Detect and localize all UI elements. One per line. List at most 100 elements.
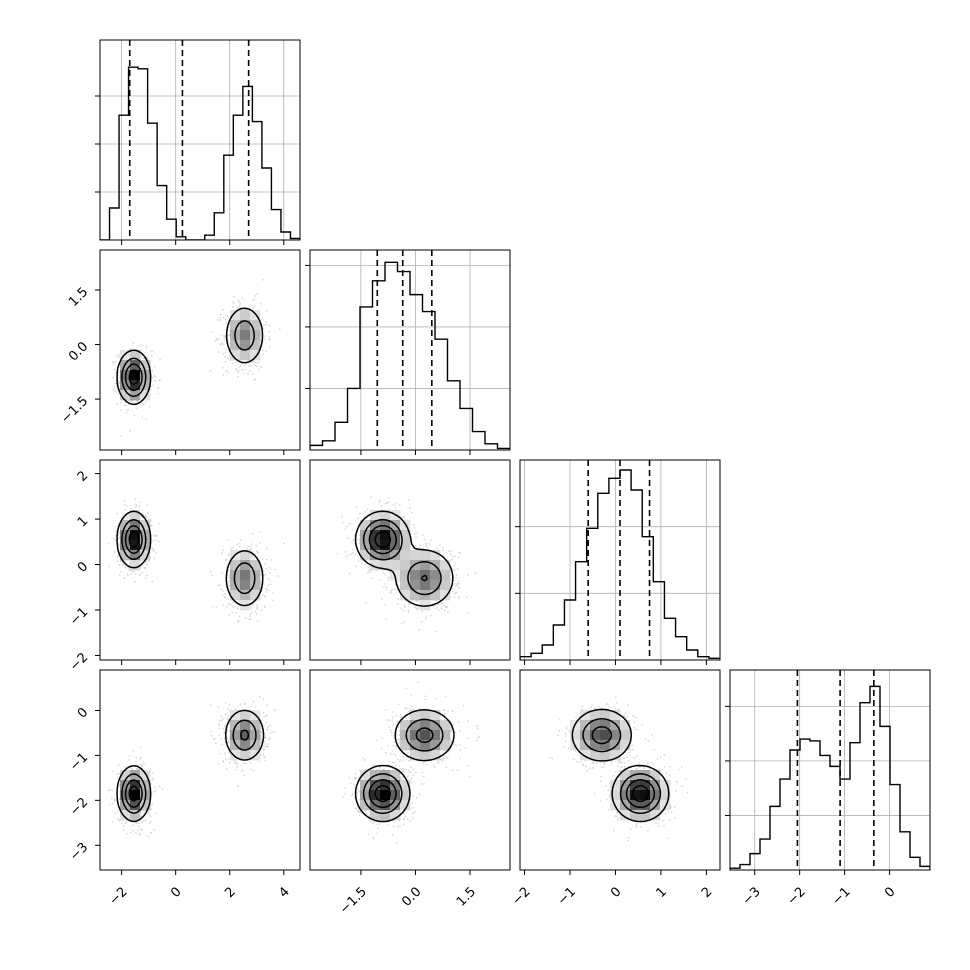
density-cell: [120, 350, 131, 361]
density-cell: [620, 740, 631, 751]
density-cell: [630, 800, 641, 811]
density-cell: [250, 350, 261, 361]
contour-1: [354, 510, 454, 607]
density-cell: [360, 530, 371, 541]
density-cell: [600, 730, 611, 741]
density-cell: [120, 540, 131, 551]
density-cell: [250, 310, 261, 321]
density-cell: [140, 550, 151, 561]
density-cell: [390, 560, 401, 571]
contour-1: [116, 307, 264, 406]
density-cell: [380, 770, 391, 781]
density-cell: [130, 780, 141, 791]
density-cell: [630, 790, 641, 801]
density-cell: [130, 790, 141, 801]
density-cell: [140, 770, 151, 781]
panel-4-3: [549, 696, 689, 842]
density-cell: [130, 810, 141, 821]
panel-2-1: [100, 279, 281, 437]
density-cell: [240, 310, 251, 321]
density-cell: [620, 720, 631, 731]
density-cell: [360, 520, 371, 531]
density-cell: [230, 750, 241, 761]
density-cell: [130, 350, 141, 361]
density-cell: [240, 710, 251, 721]
density-cell: [660, 790, 671, 801]
density-cell: [240, 320, 251, 331]
scatter-points: [342, 681, 481, 844]
panel-frame-3-2: [309, 459, 511, 661]
density-cell: [120, 810, 131, 821]
density-cell: [440, 730, 451, 741]
density-cell: [610, 790, 621, 801]
x-tick-label-2-3: 1.5: [454, 884, 479, 909]
density-cell: [130, 360, 141, 371]
density-cell: [400, 740, 411, 751]
density-cell: [440, 720, 451, 731]
density-cell: [610, 730, 621, 741]
density-cell: [370, 780, 381, 791]
density-cell: [130, 770, 141, 781]
density-cell: [120, 800, 131, 811]
density-cell: [590, 710, 601, 721]
density-cell: [400, 570, 411, 581]
density-cell: [120, 380, 131, 391]
density-cell: [240, 720, 251, 731]
panel-frame-4-4: [729, 669, 931, 871]
y-tick-label-3-3: 0: [75, 559, 91, 575]
density-cell: [230, 350, 241, 361]
density-cell: [400, 800, 411, 811]
x-tick-label-4-4: 0: [882, 884, 898, 900]
density-cell: [620, 730, 631, 741]
density-cell: [390, 780, 401, 791]
density-cell: [640, 810, 651, 821]
y-tick-label-2-2: 0.0: [66, 339, 91, 364]
contour-3: [124, 524, 143, 555]
density-cell: [590, 750, 601, 761]
density-cell: [620, 770, 631, 781]
density-cell: [380, 540, 391, 551]
panel-3-1: [108, 498, 285, 623]
density-cell: [130, 540, 141, 551]
density-cell: [250, 590, 261, 601]
density-cell: [230, 320, 241, 331]
density-cell: [120, 390, 131, 401]
density-cell: [400, 520, 411, 531]
panel-frame-2-1: [99, 249, 301, 451]
density-cell: [240, 340, 251, 351]
density-cell: [610, 780, 621, 791]
density-cell: [380, 800, 391, 811]
panel-frame-3-3: [519, 459, 721, 661]
contour-3: [368, 524, 428, 582]
density-cell: [390, 790, 401, 801]
x-tick-label-3-2: −1: [555, 884, 579, 908]
x-tick-label-3-5: 2: [699, 884, 715, 900]
density-cell: [140, 390, 151, 401]
density-cell: [400, 730, 411, 741]
contour-3: [591, 726, 656, 809]
contour-4: [128, 785, 140, 802]
y-tick-label-3-5: 2: [75, 468, 91, 484]
density-cell: [380, 550, 391, 561]
density-cell: [240, 550, 251, 561]
panel-frame-4-3: [519, 669, 721, 871]
density-cell: [230, 720, 241, 731]
x-tick-label-2-2: 0.0: [399, 884, 424, 909]
density-cell: [630, 810, 641, 821]
density-cell: [240, 730, 251, 741]
density-cell: [370, 540, 381, 551]
density-cell: [390, 570, 401, 581]
density-cell: [130, 550, 141, 561]
density-cell: [380, 780, 391, 791]
density-cell: [430, 570, 441, 581]
density-cell: [650, 800, 661, 811]
density-cell: [630, 780, 641, 791]
density-cell: [620, 790, 631, 801]
x-tick-label-3-3: 0: [608, 884, 624, 900]
density-cell: [360, 550, 371, 561]
density-cell: [230, 310, 241, 321]
density-cell: [240, 330, 251, 341]
density-cell: [640, 780, 651, 791]
density-cell: [400, 780, 411, 791]
density-cell: [440, 740, 451, 751]
